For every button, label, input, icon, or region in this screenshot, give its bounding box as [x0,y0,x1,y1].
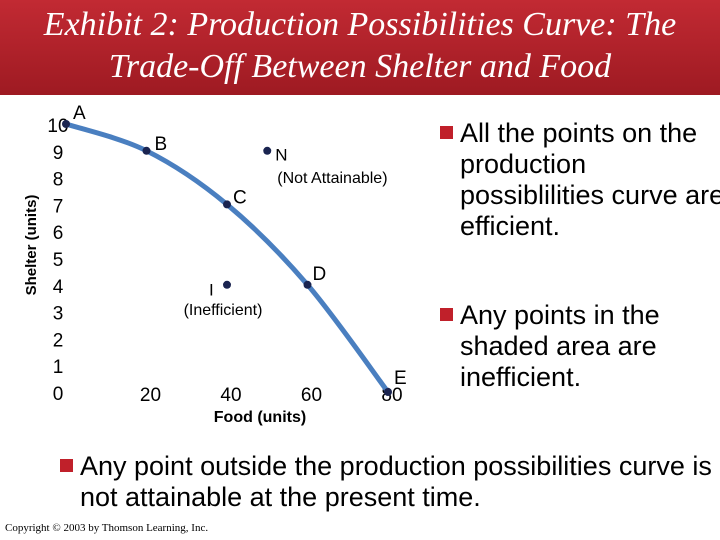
y-tick-label: 0 [53,384,64,405]
title-banner [0,0,720,95]
bullet: Any points in the shaded area are ineffi… [440,300,720,393]
curve-point [223,200,231,209]
bullet-text: All the points on the production possibl… [460,118,720,241]
bullet-text: Any point outside the production possibi… [80,451,712,512]
bullet: Any point outside the production possibi… [60,451,720,513]
x-tick-label: 40 [220,385,241,406]
x-tick-label: 20 [140,385,161,406]
point-label: N [275,145,287,164]
y-tick-label: 4 [53,277,64,298]
point-label: B [155,134,168,155]
y-tick-label: 9 [53,143,64,164]
ppc-curve [65,121,390,394]
point-note: (Not Attainable) [277,170,387,187]
point-note: (Inefficient) [184,302,263,319]
curve-point [62,120,70,128]
slide-title: Exhibit 2: Production Possibilities Curv… [43,6,677,85]
bullet-text: Any points in the shaded area are ineffi… [460,300,660,392]
chart: Shelter (units) Food (units) 01234567891… [23,103,407,426]
y-tick-label: 6 [53,223,64,244]
copyright: Copyright © 2003 by Thomson Learning, In… [5,522,209,534]
y-tick-label: 1 [53,357,64,378]
y-tick-label: 2 [53,330,64,351]
curve-point [142,146,151,155]
bullet: All the points on the production possibl… [440,118,720,242]
point [223,280,231,289]
x-axis-label: Food (units) [214,409,306,426]
x-tick-label: 60 [301,385,322,406]
curve-point [303,280,312,289]
point-label: D [313,264,327,285]
y-axis-label: Shelter (units) [23,195,40,296]
point-label: C [233,187,247,208]
y-tick-label: 7 [53,196,64,217]
y-tick-label: 5 [53,250,64,271]
curve-point [384,388,392,396]
point-label: A [73,103,86,124]
point-label: I [209,280,214,299]
y-tick-label: 8 [53,170,64,191]
point [263,146,272,155]
point-label: E [394,368,407,389]
y-tick-label: 3 [53,304,64,325]
